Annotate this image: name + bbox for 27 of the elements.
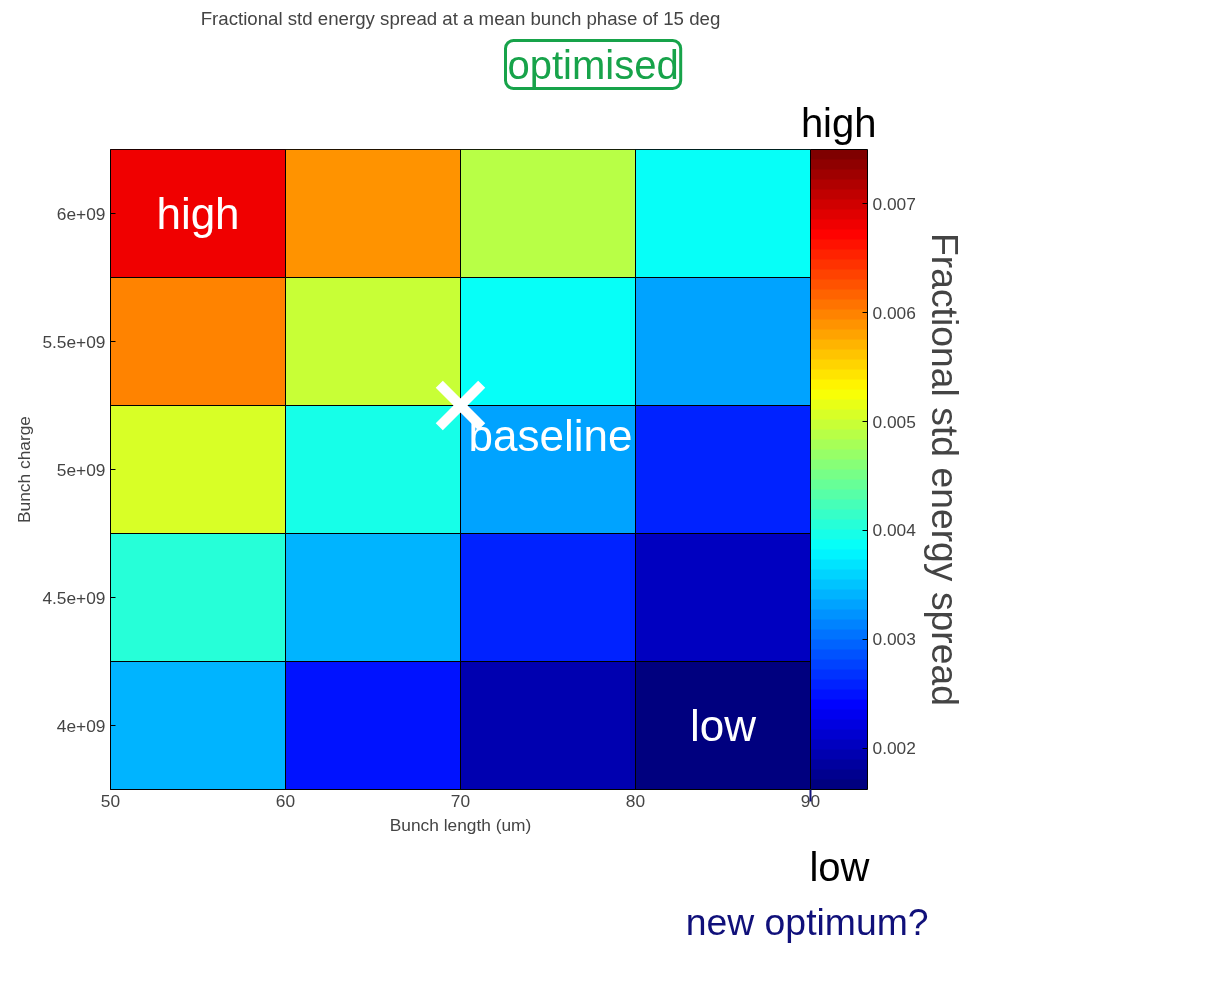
text: new optimum?: [685, 900, 929, 943]
y-tick-label: 5.5e+09: [42, 331, 106, 352]
text: high: [800, 100, 877, 145]
x-axis-title: Bunch length (um): [389, 814, 532, 835]
x-tick-label: 60: [275, 790, 296, 811]
y-tick-label: 4e+09: [56, 715, 106, 736]
x-tick-label: 50: [100, 790, 121, 811]
y-axis-title: Bunch charge: [14, 416, 35, 523]
text: low: [809, 844, 870, 889]
annotation: low: [689, 701, 757, 750]
color-bar-title: Fractional std energy spread: [923, 232, 966, 707]
x-tick-label: 90: [800, 790, 821, 811]
x-tick-label: 80: [625, 790, 646, 811]
chart-title: Fractional std energy spread at a mean bunch phase of 15 deg: [200, 7, 721, 29]
y-tick-label: 5e+09: [56, 459, 106, 480]
color-bar-label: 0.006: [872, 302, 916, 323]
color-bar-label: 0.002: [872, 738, 916, 759]
y-tick-label: 6e+09: [56, 203, 106, 224]
color-bar-label: 0.003: [872, 629, 916, 650]
text: optimised: [507, 42, 679, 87]
annotation: high: [156, 189, 240, 238]
color-bar-label: 0.004: [872, 520, 917, 541]
y-tick-label: 4.5e+09: [42, 587, 106, 608]
annotation: baseline: [468, 411, 633, 460]
color-bar-label: 0.007: [872, 193, 916, 214]
x-tick-label: 70: [450, 790, 471, 811]
color-bar-label: 0.005: [872, 411, 916, 432]
